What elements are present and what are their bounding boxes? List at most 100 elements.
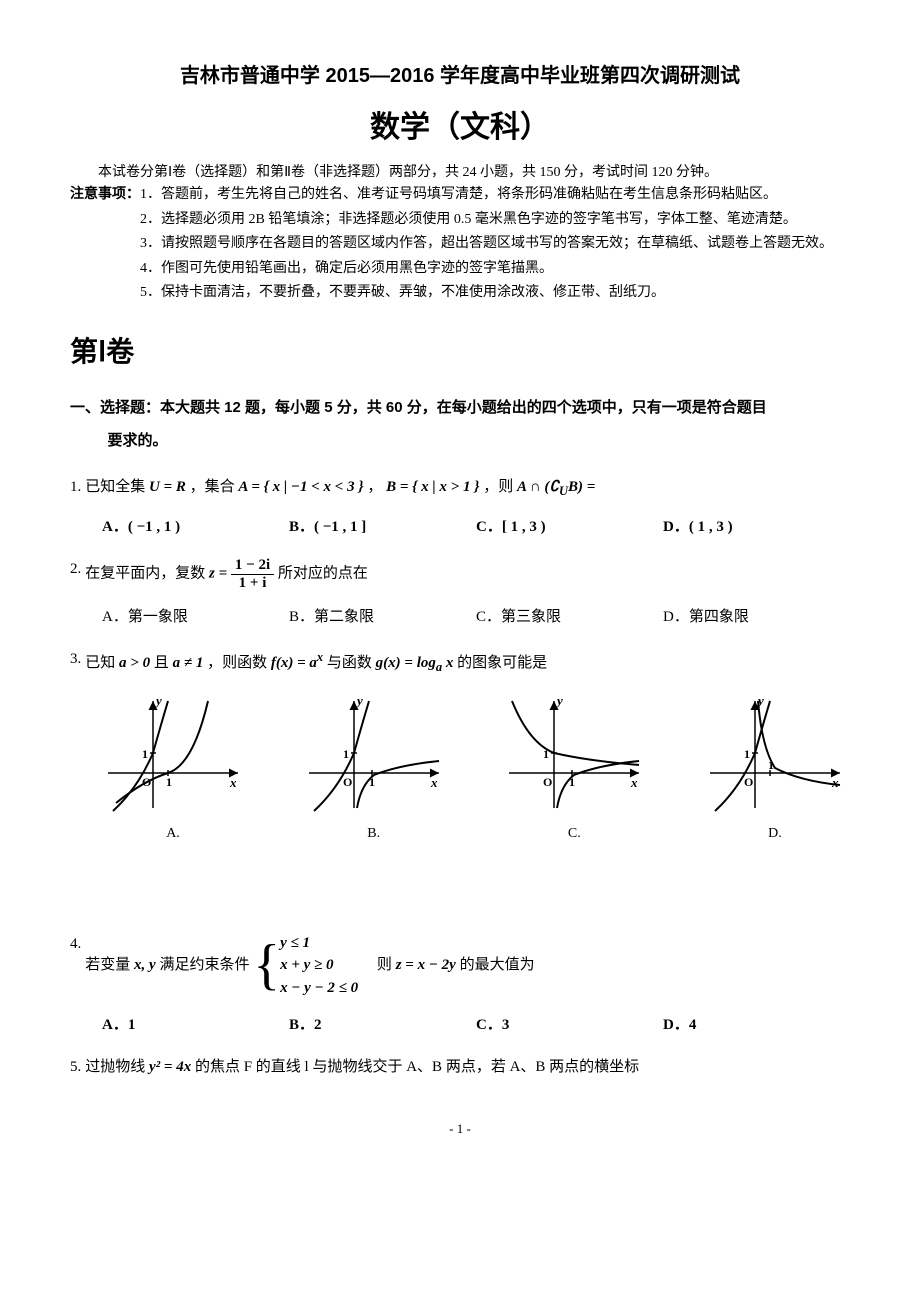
question-number: 5. [70, 1055, 85, 1079]
title-line-1: 吉林市普通中学 2015—2016 学年度高中毕业班第四次调研测试 [70, 60, 850, 92]
q2-frac-den: 1 + i [231, 575, 274, 592]
graph-d-label: D. [700, 823, 850, 845]
notice-num: 5． [140, 282, 161, 304]
question-number: 3. [70, 647, 85, 677]
question-body: 在复平面内，复数 z = 1 − 2i 1 + i 所对应的点在 [85, 557, 850, 591]
q3-cond1: a > 0 [119, 655, 150, 671]
svg-text:x: x [229, 775, 237, 790]
q1-text-mid2: ， [367, 479, 382, 495]
graph-d-svg: y x O 1 1 [700, 693, 850, 813]
graph-a: y x O 1 1 A. [98, 693, 248, 845]
q4-xy: x, y [134, 957, 156, 973]
q1-final-suf: B) = [568, 479, 595, 495]
q3-text-mid1: 且 [154, 655, 173, 671]
question-3: 3. 已知 a > 0 且 a ≠ 1 ，则函数 f(x) = ax 与函数 g… [70, 647, 850, 845]
notice-item: 1． 答题前，考生先将自己的姓名、准考证号码填写清楚，将条形码准确粘贴在考生信息… [140, 184, 850, 206]
q1-final: A ∩ (∁ [517, 479, 559, 495]
q2-text-pre: 在复平面内，复数 [85, 566, 209, 582]
question-body: 过抛物线 y² = 4x 的焦点 F 的直线 l 与抛物线交于 A、B 两点，若… [85, 1055, 850, 1079]
svg-text:x: x [430, 775, 438, 790]
q1-option-c: C．[ 1 , 3 ) [476, 515, 663, 539]
q3-text-mid2: ，则函数 [207, 655, 271, 671]
svg-text:1: 1 [343, 747, 349, 761]
q4-c0: y ≤ 1 [280, 935, 310, 951]
notice-item: 2． 选择题必须用 2B 铅笔填涂；非选择题必须使用 0.5 毫米黑色字迹的签字… [140, 209, 850, 231]
q3-f-sup: x [317, 650, 323, 664]
graph-a-svg: y x O 1 1 [98, 693, 248, 813]
q4-option-b: B．2 [289, 1013, 476, 1037]
q3-f-eq: f(x) = a [271, 655, 317, 671]
q1-option-a: A．( −1 , 1 ) [102, 515, 289, 539]
svg-text:O: O [543, 775, 552, 789]
question-body: 若变量 x, y 满足约束条件 { y ≤ 1 x + y ≥ 0 x − y … [85, 932, 850, 1000]
q2-option-a: A．第一象限 [102, 605, 289, 629]
notice-item: 4． 作图可先使用铅笔画出，确定后必须用黑色字迹的签字笔描黑。 [140, 258, 850, 280]
graph-d: y x O 1 1 D. [700, 693, 850, 845]
q4-text-mid2: 则 [362, 957, 396, 973]
q1-final-sub: U [559, 484, 568, 498]
question-4: 4. 若变量 x, y 满足约束条件 { y ≤ 1 x + y ≥ 0 x −… [70, 932, 850, 1038]
notice-text: 保持卡面清洁，不要折叠，不要弄破、弄皱，不准使用涂改液、修正带、刮纸刀。 [161, 282, 850, 304]
q1-b-eq: B = { x | x > 1 } [386, 479, 479, 495]
notice-label: 注意事项： [70, 184, 140, 306]
svg-text:1: 1 [142, 747, 148, 761]
svg-text:1: 1 [166, 775, 172, 789]
q1-option-d: D．( 1 , 3 ) [663, 515, 850, 539]
q4-c1: x + y ≥ 0 [280, 957, 333, 973]
intro-text: 本试卷分第Ⅰ卷（选择题）和第Ⅱ卷（非选择题）两部分，共 24 小题，共 150 … [70, 162, 850, 184]
q1-option-b: B．( −1 , 1 ] [289, 515, 476, 539]
q3-text-pre: 已知 [85, 655, 119, 671]
question-number: 1. [70, 475, 85, 501]
question-body: 已知全集 U = R ，集合 A = { x | −1 < x < 3 } ， … [85, 475, 850, 501]
svg-text:x: x [831, 775, 839, 790]
graph-a-label: A. [98, 823, 248, 845]
question-5: 5. 过抛物线 y² = 4x 的焦点 F 的直线 l 与抛物线交于 A、B 两… [70, 1055, 850, 1079]
q4-c2: x − y − 2 ≤ 0 [280, 980, 358, 996]
q4-text-mid1: 满足约束条件 [159, 957, 253, 973]
notice-text: 选择题必须用 2B 铅笔填涂；非选择题必须使用 0.5 毫米黑色字迹的签字笔书写… [161, 209, 850, 231]
q3-text-mid3: 与函数 [327, 655, 376, 671]
question-body: 已知 a > 0 且 a ≠ 1 ，则函数 f(x) = ax 与函数 g(x)… [85, 647, 850, 677]
q4-constraints: y ≤ 1 x + y ≥ 0 x − y − 2 ≤ 0 [280, 932, 358, 1000]
q3-g-arg: x [442, 655, 453, 671]
graph-b-label: B. [299, 823, 449, 845]
question-1: 1. 已知全集 U = R ，集合 A = { x | −1 < x < 3 }… [70, 475, 850, 539]
graph-b-svg: y x O 1 1 [299, 693, 449, 813]
brace-icon: { [253, 937, 280, 993]
q1-text-mid3: ，则 [483, 479, 517, 495]
page-footer: - 1 - [70, 1119, 850, 1140]
svg-text:1: 1 [744, 747, 750, 761]
question-number: 4. [70, 932, 85, 1000]
q2-option-d: D．第四象限 [663, 605, 850, 629]
q2-z-left: z = [209, 566, 227, 582]
svg-text:O: O [343, 775, 352, 789]
notice-num: 3． [140, 233, 161, 255]
q4-brace: { y ≤ 1 x + y ≥ 0 x − y − 2 ≤ 0 [253, 932, 358, 1000]
q4-option-d: D．4 [663, 1013, 850, 1037]
svg-text:y: y [154, 693, 162, 708]
notice-text: 请按照题号顺序在各题目的答题区域内作答，超出答题区域书写的答案无效；在草稿纸、试… [161, 233, 850, 255]
q2-option-c: C．第三象限 [476, 605, 663, 629]
svg-text:1: 1 [369, 775, 375, 789]
q2-text-post: 所对应的点在 [278, 566, 368, 582]
svg-text:y: y [555, 693, 563, 708]
q4-z-eq: z = x − 2y [396, 957, 456, 973]
notice-item: 3． 请按照题号顺序在各题目的答题区域内作答，超出答题区域书写的答案无效；在草稿… [140, 233, 850, 255]
q3-graphs: y x O 1 1 A. y x O 1 1 [98, 693, 850, 845]
svg-text:y: y [756, 693, 764, 708]
q5-text-pre: 过抛物线 [85, 1059, 149, 1075]
q5-text-mid: 的焦点 F 的直线 l 与抛物线交于 A、B 两点，若 A、B 两点的横坐标 [195, 1059, 639, 1075]
q1-text-pre: 已知全集 [85, 479, 149, 495]
q2-frac-num: 1 − 2i [231, 557, 274, 575]
q1-text-mid1: ，集合 [190, 479, 239, 495]
svg-text:y: y [355, 693, 363, 708]
svg-text:1: 1 [569, 775, 575, 789]
q5-eq: y² = 4x [149, 1059, 191, 1075]
graph-b: y x O 1 1 B. [299, 693, 449, 845]
notice-body: 1． 答题前，考生先将自己的姓名、准考证号码填写清楚，将条形码准确粘贴在考生信息… [140, 184, 850, 306]
svg-text:O: O [142, 775, 151, 789]
section-head-line1: 一、选择题：本大题共 12 题，每小题 5 分，共 60 分，在每小题给出的四个… [70, 399, 767, 416]
graph-c-svg: y x O 1 1 [499, 693, 649, 813]
q4-option-c: C．3 [476, 1013, 663, 1037]
graph-c-label: C. [499, 823, 649, 845]
